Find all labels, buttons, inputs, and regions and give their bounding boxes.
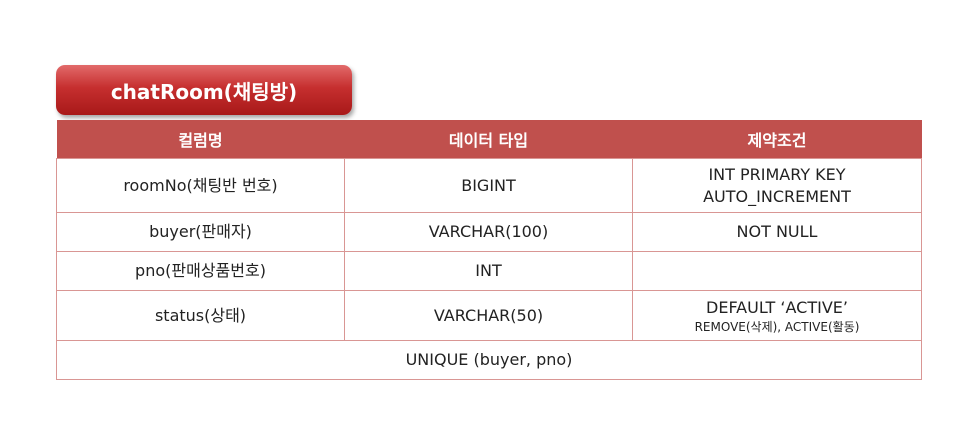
constraint-line: AUTO_INCREMENT xyxy=(703,186,851,206)
cell-data-type: VARCHAR(100) xyxy=(344,212,633,252)
unique-constraint: UNIQUE (buyer, pno) xyxy=(56,340,922,380)
schema-table: 컬럼명 데이터 타입 제약조건 roomNo(채팅반 번호) BIGINT IN… xyxy=(56,120,922,380)
cell-column-name: pno(판매상품번호) xyxy=(56,251,345,291)
cell-column-name: roomNo(채팅반 번호) xyxy=(56,158,345,213)
constraint-note: REMOVE(삭제), ACTIVE(활동) xyxy=(694,319,860,334)
table-title: chatRoom(채팅방) xyxy=(110,79,298,104)
header-column-name: 컬럼명 xyxy=(56,120,345,159)
cell-data-type: BIGINT xyxy=(344,158,633,213)
cell-constraint xyxy=(632,251,922,291)
table-row: roomNo(채팅반 번호) BIGINT INT PRIMARY KEY AU… xyxy=(56,158,922,213)
table-row: status(상태) VARCHAR(50) DEFAULT ‘ACTIVE’ … xyxy=(56,290,922,341)
table-footer-row: UNIQUE (buyer, pno) xyxy=(56,340,922,380)
cell-constraint: DEFAULT ‘ACTIVE’ REMOVE(삭제), ACTIVE(활동) xyxy=(632,290,922,341)
cell-data-type: VARCHAR(50) xyxy=(344,290,633,341)
cell-constraint: INT PRIMARY KEY AUTO_INCREMENT xyxy=(632,158,922,213)
constraint-line: INT PRIMARY KEY xyxy=(708,164,846,184)
table-row: buyer(판매자) VARCHAR(100) NOT NULL xyxy=(56,212,922,252)
cell-column-name: status(상태) xyxy=(56,290,345,341)
cell-data-type: INT xyxy=(344,251,633,291)
table-row: pno(판매상품번호) INT xyxy=(56,251,922,291)
cell-constraint: NOT NULL xyxy=(632,212,922,252)
table-title-badge: chatRoom(채팅방) xyxy=(56,65,352,115)
header-row: 컬럼명 데이터 타입 제약조건 xyxy=(56,120,922,159)
constraint-line: DEFAULT ‘ACTIVE’ xyxy=(706,297,848,317)
cell-column-name: buyer(판매자) xyxy=(56,212,345,252)
header-data-type: 데이터 타입 xyxy=(344,120,633,159)
header-constraint: 제약조건 xyxy=(632,120,922,159)
